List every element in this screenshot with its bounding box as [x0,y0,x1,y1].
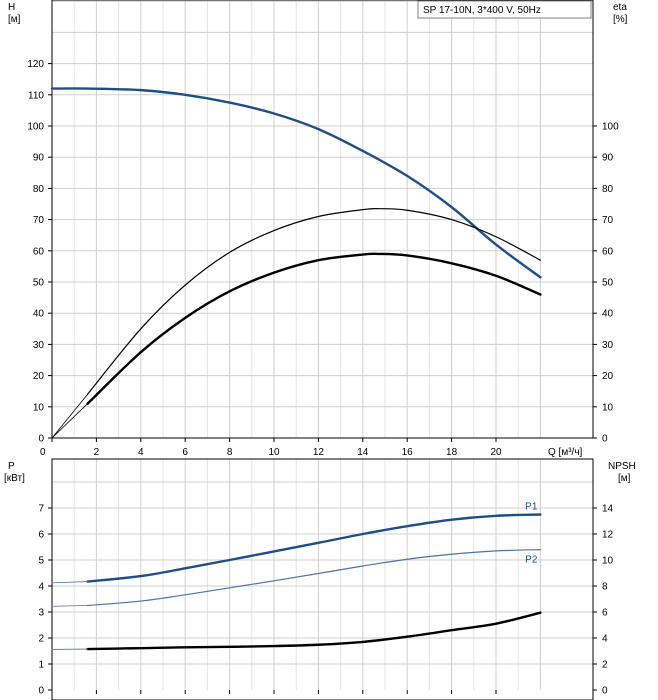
q-tick-2: 2 [94,447,100,458]
npsh-tick-8: 8 [602,582,608,593]
p-tick-1: 1 [38,660,44,671]
bottom-plot-frame [51,458,594,700]
h-tick-30: 30 [33,340,45,351]
h-tick-120: 120 [27,59,44,70]
series-p1-curve [86,513,542,583]
eta-tick-50: 50 [602,278,614,289]
series-eta-curve [86,207,541,395]
q-tick-10: 10 [268,447,280,458]
p-tick-0: 0 [38,686,44,697]
eta-tick-40: 40 [602,309,614,320]
eta-tick-100: 100 [602,122,619,133]
eta-tick-30: 30 [602,340,614,351]
npsh-tick-2: 2 [602,660,608,671]
series-h-curve [50,87,542,279]
npsh-tick-4: 4 [602,634,608,645]
h-tick-60: 60 [33,246,45,257]
p-tick-4: 4 [38,582,44,593]
bottom-grid [52,459,593,690]
top-x-ticks: 0 2 4 6 8 10 12 14 16 18 20 [40,438,502,458]
legend-box: SP 17-10N, 3*400 V, 50Hz [417,0,592,19]
bottom-right-ticks: 0 2 4 6 8 10 12 14 [593,504,614,697]
npsh-tick-6: 6 [602,608,608,619]
series-eta-pump-tail-curve [51,403,88,439]
q-tick-14: 14 [357,447,369,458]
right-axis-title-eta: eta [613,2,627,13]
eta-tick-20: 20 [602,371,614,382]
left-axis-unit-h: [м] [8,14,21,25]
top-plot-frame [51,0,594,439]
p-tick-2: 2 [38,634,44,645]
top-series [50,87,542,439]
series-npsh-curve [86,611,542,651]
h-tick-40: 40 [33,309,45,320]
right-axis-unit-eta: [%] [613,14,628,25]
q-tick-16: 16 [402,447,414,458]
right-axis-title-npsh: NPSH [608,461,636,472]
q-tick-12: 12 [313,447,325,458]
series-label-p1: P1 [525,502,538,513]
h-tick-10: 10 [33,402,45,413]
q-tick-18: 18 [446,447,458,458]
bottom-series: P1 P2 [51,502,542,651]
npsh-tick-14: 14 [602,504,614,515]
q-tick-0: 0 [40,447,46,458]
eta-tick-10: 10 [602,402,614,413]
top-right-ticks: 0 10 20 30 40 50 60 70 80 90 100 [593,122,619,445]
p-tick-3: 3 [38,608,44,619]
legend-title: SP 17-10N, 3*400 V, 50Hz [423,5,541,16]
top-left-ticks: 0 10 20 30 40 50 60 70 80 90 100 110 120 [27,59,52,445]
q-tick-4: 4 [138,447,144,458]
bottom-left-ticks: 0 1 2 3 4 5 6 7 [38,504,52,697]
h-tick-90: 90 [33,153,45,164]
right-axis-unit-npsh: [м] [618,473,631,484]
npsh-tick-0: 0 [602,686,608,697]
eta-tick-90: 90 [602,153,614,164]
p-tick-5: 5 [38,556,44,567]
legend-frame [417,0,592,19]
eta-tick-80: 80 [602,184,614,195]
q-tick-6: 6 [182,447,188,458]
x-axis-label-q: Q [м³/ч] [548,447,583,458]
series-eta-tail-curve [51,393,88,439]
top-grid [52,0,593,438]
p-tick-7: 7 [38,504,44,515]
left-axis-unit-p: [кВт] [4,473,25,484]
p-tick-6: 6 [38,530,44,541]
npsh-tick-10: 10 [602,556,614,567]
h-tick-20: 20 [33,371,45,382]
eta-tick-60: 60 [602,246,614,257]
eta-tick-0: 0 [602,434,608,445]
h-tick-100: 100 [27,122,44,133]
eta-tick-70: 70 [602,215,614,226]
npsh-tick-12: 12 [602,530,614,541]
h-tick-70: 70 [33,215,45,226]
h-tick-50: 50 [33,278,45,289]
series-eta-pump-curve [86,252,542,405]
bottom-x-ticks [51,690,497,694]
series-p2-tail-curve [51,605,88,607]
left-axis-title-p: P [8,461,15,472]
h-tick-80: 80 [33,184,45,195]
h-tick-0: 0 [38,434,44,445]
series-label-p2: P2 [525,555,538,566]
q-tick-8: 8 [227,447,233,458]
h-tick-110: 110 [28,90,44,101]
q-tick-20: 20 [490,447,502,458]
series-p1-tail-curve [51,581,88,584]
series-p2-curve [86,549,541,607]
left-axis-title-h: H [8,2,15,13]
